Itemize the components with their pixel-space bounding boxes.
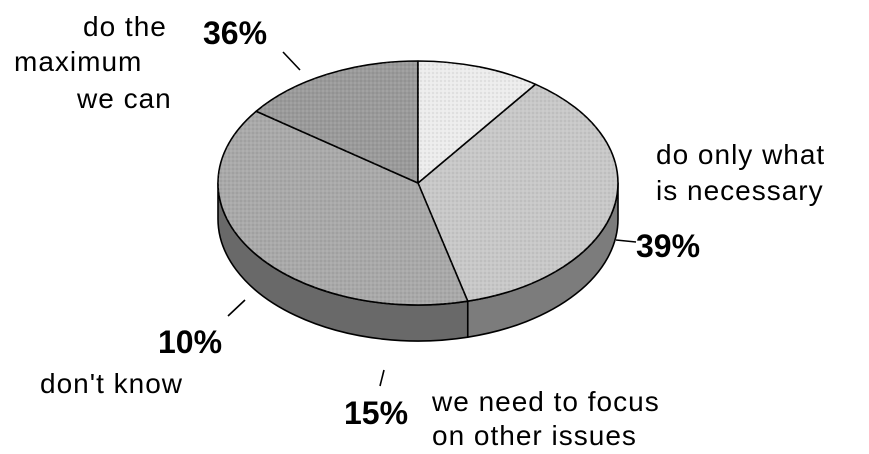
slice-value-label-focus: 15%	[344, 395, 408, 431]
slice-label-dont-know: don't know	[40, 368, 183, 399]
slice-label-necessary-line2: is necessary	[656, 175, 824, 206]
slice-label-maximum-line1: do the	[83, 11, 167, 42]
leader-line-maximum	[282, 51, 301, 71]
pie-slice-texture-necessary	[217, 111, 468, 306]
leader-line-necessary	[615, 239, 637, 243]
pie-slice-texture-focus	[256, 61, 418, 183]
leader-line-dont-know	[227, 299, 246, 317]
slice-label-maximum-line3: we can	[76, 83, 172, 114]
pie-slice-texture-maximum	[418, 84, 618, 302]
pie-slices	[217, 60, 619, 306]
slice-label-focus-line1: we need to focus	[431, 386, 660, 417]
leader-lines	[227, 51, 637, 387]
slice-value-label-maximum: 36%	[203, 15, 267, 51]
slice-label-focus-line2: on other issues	[432, 420, 637, 451]
slice-value-label-dont-know: 10%	[158, 324, 222, 360]
pie-slice-texture-dont-know	[418, 61, 536, 183]
slice-value-label-necessary: 39%	[636, 228, 700, 264]
slice-label-necessary-line1: do only what	[656, 139, 825, 170]
leader-line-focus	[379, 369, 385, 387]
slice-label-maximum-line2: maximum	[14, 46, 142, 77]
